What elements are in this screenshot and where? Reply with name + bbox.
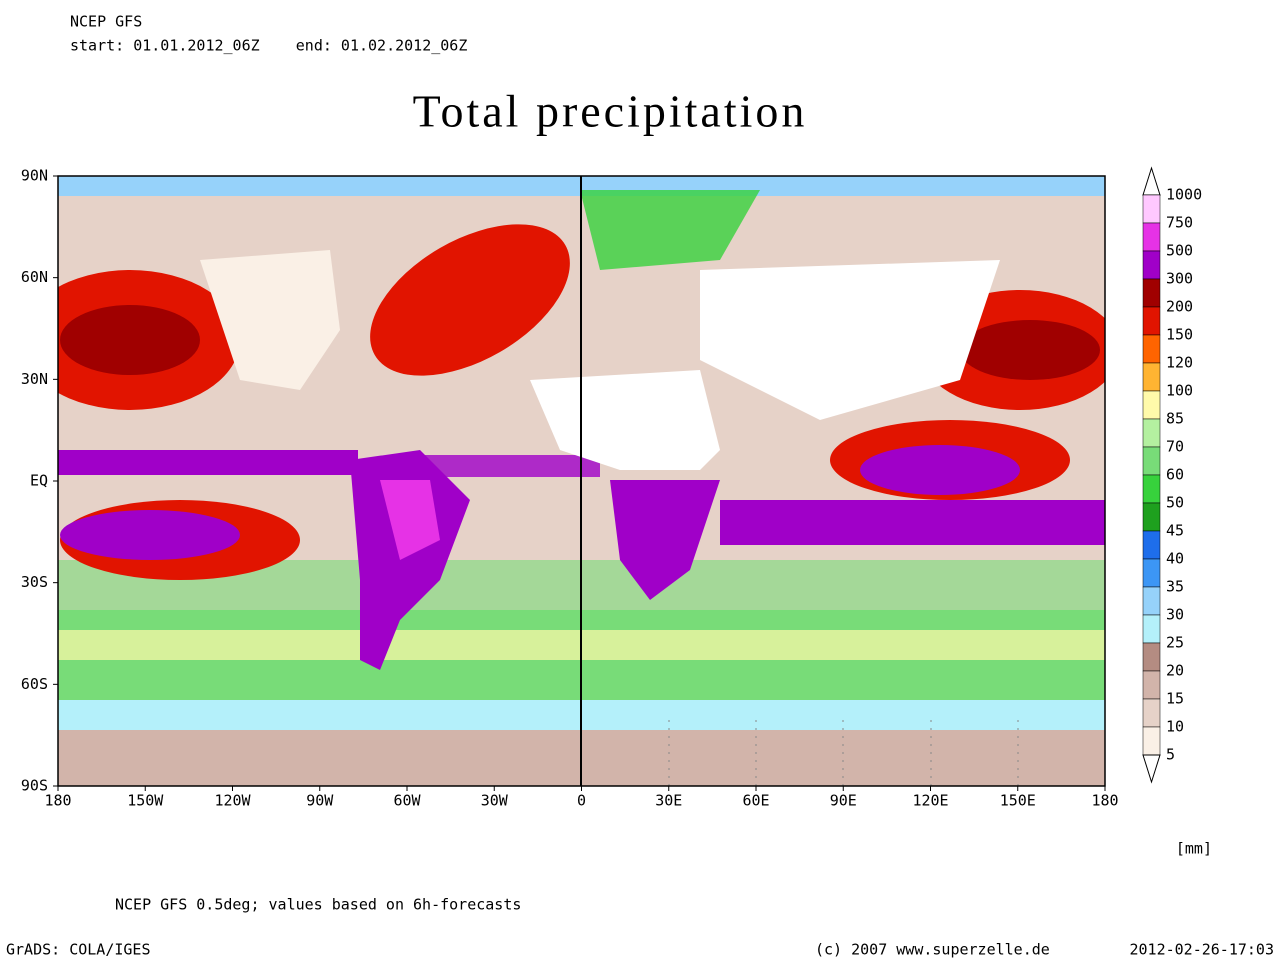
colorbar-label: 85 [1166,410,1184,428]
colorbar-label: 500 [1166,242,1193,260]
timestamp: 2012-02-26-17:03 [1130,941,1275,959]
lon-label: 90W [306,792,334,810]
lon-label: 120W [214,792,251,810]
footnote: NCEP GFS 0.5deg; values based on 6h-fore… [115,896,521,914]
colorbar-label: 30 [1166,606,1184,624]
colorbar-label: 60 [1166,466,1184,484]
lon-label: 60W [393,792,421,810]
colorbar-box [1142,698,1161,728]
colorbar-label: 50 [1166,494,1184,512]
colorbar-box [1142,530,1161,560]
period-label: start: 01.01.2012_06Z end: 01.02.2012_06… [70,37,467,55]
colorbar-box [1142,474,1161,504]
colorbar-label: 300 [1166,270,1193,288]
lat-label: EQ [30,472,48,490]
colorbar-label: 100 [1166,382,1193,400]
model-label: NCEP GFS [70,13,142,31]
lat-label: 90S [21,777,48,795]
lon-label: 180 [1091,792,1118,810]
lon-label: 30E [655,792,682,810]
lon-label: 180 [44,792,71,810]
colorbar: 1000 750 500 300 200 150 120 100 85 70 60 50 45 40 35 3… [1142,166,1202,784]
colorbar-box [1142,334,1161,364]
colorbar-label: 70 [1166,438,1184,456]
colorbar-box [1142,390,1161,420]
lon-label: 30W [481,792,509,810]
colorbar-label: 35 [1166,578,1184,596]
lat-label: 90N [21,167,48,185]
colorbar-box [1142,222,1161,252]
lat-label: 30S [21,573,48,591]
colorbar-label: 5 [1166,746,1175,764]
lat-label: 30N [21,370,48,388]
colorbar-label: 15 [1166,690,1184,708]
software-credit: GrADS: COLA/IGES [6,941,151,959]
colorbar-box [1142,558,1161,588]
colorbar-bottom-triangle [1142,754,1161,784]
colorbar-label: 20 [1166,662,1184,680]
colorbar-box [1142,278,1161,308]
colorbar-box [1142,586,1161,616]
colorbar-box [1142,642,1161,672]
colorbar-box [1142,194,1161,224]
map-title: Total precipitation [413,86,808,137]
unit-label: [mm] [1176,840,1212,858]
lon-label: 150W [127,792,164,810]
lon-label: 90E [830,792,857,810]
precip-field [58,176,1105,786]
colorbar-top-triangle [1142,166,1161,196]
lon-label: 150E [1000,792,1036,810]
colorbar-box [1142,418,1161,448]
colorbar-label: 750 [1166,214,1193,232]
colorbar-box [1142,250,1161,280]
colorbar-label: 45 [1166,522,1184,540]
colorbar-box [1142,446,1161,476]
lat-label: 60S [21,675,48,693]
colorbar-box [1142,362,1161,392]
colorbar-box [1142,726,1161,756]
lat-label: 60N [21,268,48,286]
lon-label: 120E [912,792,948,810]
lon-label: 0 [577,792,586,810]
colorbar-label: 1000 [1166,186,1202,204]
colorbar-label: 10 [1166,718,1184,736]
site-credit: (c) 2007 www.superzelle.de [815,941,1050,959]
graticule [668,720,1019,786]
lon-label: 60E [742,792,769,810]
colorbar-box [1142,614,1161,644]
colorbar-box [1142,670,1161,700]
colorbar-label: 40 [1166,550,1184,568]
colorbar-box [1142,502,1161,532]
colorbar-label: 200 [1166,298,1193,316]
colorbar-label: 25 [1166,634,1184,652]
colorbar-box [1142,306,1161,336]
colorbar-label: 120 [1166,354,1193,372]
colorbar-label: 150 [1166,326,1193,344]
